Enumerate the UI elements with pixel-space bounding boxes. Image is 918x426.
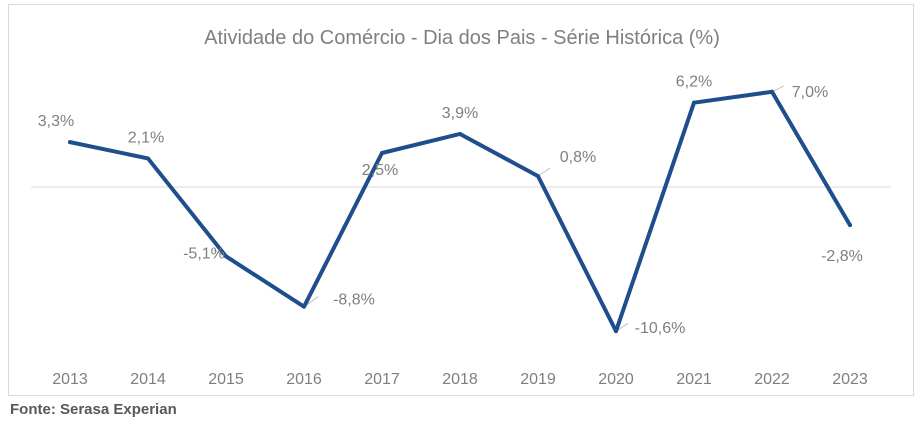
data-point [614, 329, 618, 334]
chart-title: Atividade do Comércio - Dia dos Pais - S… [204, 27, 720, 49]
label-leader-line [771, 85, 785, 93]
data-point [68, 140, 72, 145]
x-tick-label: 2016 [286, 371, 322, 388]
x-tick-label: 2021 [676, 371, 712, 388]
data-point [458, 131, 462, 136]
source-note: Fonte: Serasa Experian [10, 401, 177, 418]
data-label: -5,1% [183, 245, 225, 262]
data-label: 0,8% [560, 149, 596, 166]
data-point [302, 304, 306, 309]
series-line [68, 89, 852, 334]
data-label: 7,0% [792, 84, 828, 101]
data-label: -8,8% [333, 292, 375, 309]
x-tick-label: 2015 [208, 371, 244, 388]
data-label: 2,1% [128, 129, 164, 146]
data-point [770, 89, 774, 94]
data-point [848, 223, 852, 228]
x-tick-label: 2018 [442, 371, 478, 388]
x-tick-label: 2013 [52, 371, 88, 388]
x-tick-label: 2020 [598, 371, 634, 388]
x-tick-label: 2022 [754, 371, 790, 388]
data-point [146, 156, 150, 161]
data-label: 6,2% [676, 74, 712, 91]
data-label: -2,8% [821, 248, 863, 265]
data-point [536, 174, 540, 179]
x-tick-label: 2017 [364, 371, 400, 388]
x-tick-label: 2014 [130, 371, 166, 388]
data-label: -10,6% [635, 320, 686, 337]
data-point [380, 151, 384, 155]
data-label: 2,5% [362, 162, 398, 179]
data-label: 3,3% [38, 113, 74, 130]
chart-frame: Atividade do Comércio - Dia dos Pais - S… [8, 4, 914, 396]
line-chart: 2013 2014 2015 2016 2017 2018 2019 2020 2021 2022… [31, 74, 891, 388]
x-tick-label: 2019 [520, 371, 556, 388]
x-tick-label: 2023 [832, 371, 868, 388]
data-point [692, 100, 696, 105]
label-leader-line [537, 167, 551, 177]
data-point [224, 254, 228, 259]
data-label: 3,9% [442, 105, 478, 122]
